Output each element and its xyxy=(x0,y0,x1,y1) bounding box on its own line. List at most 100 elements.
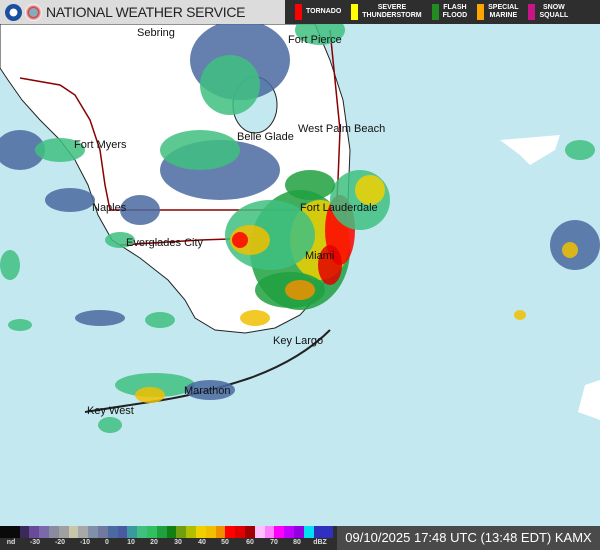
city-label: Marathon xyxy=(184,385,231,397)
radar-echo xyxy=(562,242,578,258)
city-label: Sebring xyxy=(137,27,175,39)
page-title: NATIONAL WEATHER SERVICE xyxy=(46,4,246,20)
warning-swatch xyxy=(477,4,485,20)
reflectivity-colorbar xyxy=(0,526,334,538)
nws-logo-icon xyxy=(25,3,42,21)
colorbar-tick: 70 xyxy=(270,539,278,546)
colorbar-tick: -30 xyxy=(29,539,41,546)
colorbar-segment xyxy=(156,526,167,538)
warning-swatch xyxy=(528,4,536,20)
warning-1: SEVERE THUNDERSTORM xyxy=(341,0,422,24)
radar-echo xyxy=(285,280,315,300)
colorbar-tick: -10 xyxy=(79,539,91,546)
city-label: Naples xyxy=(92,202,127,214)
colorbar-tick: 60 xyxy=(246,539,254,546)
colorbar-segment xyxy=(235,526,245,538)
colorbar-segment xyxy=(137,526,147,538)
colorbar-segment xyxy=(127,526,138,538)
noaa-logo-icon xyxy=(5,3,22,21)
colorbar-tick: 80 xyxy=(293,539,301,546)
radar-echoes xyxy=(0,15,600,433)
warning-legend: TORNADO SEVERE THUNDERSTORM FLASH FLOOD SPE… xyxy=(285,0,600,24)
city-label: West Palm Beach xyxy=(298,123,386,135)
header: NATIONAL WEATHER SERVICE TORNADO SEVERE T… xyxy=(0,0,600,24)
warning-2: FLASH FLOOD xyxy=(422,0,468,24)
radar-echo xyxy=(355,175,385,205)
radar-echo xyxy=(160,130,240,170)
warning-4: SNOW SQUALL xyxy=(518,0,568,24)
colorbar-segment xyxy=(146,526,157,538)
colorbar-segment xyxy=(88,526,98,538)
radar-echo xyxy=(105,232,135,248)
radar-echo xyxy=(98,417,122,433)
warning-label: FLASH FLOOD xyxy=(442,4,468,19)
radar-echo xyxy=(8,319,32,331)
radar-echo xyxy=(115,373,195,397)
colorbar-segment xyxy=(58,526,69,538)
warning-0: TORNADO xyxy=(285,0,341,24)
colorbar-segment xyxy=(244,526,255,538)
colorbar-segment xyxy=(48,526,59,538)
radar-echo xyxy=(514,310,526,320)
colorbar-segment xyxy=(78,526,89,538)
colorbar-tick: 50 xyxy=(221,539,229,546)
colorbar-segment xyxy=(323,526,334,538)
city-label: Fort Pierce xyxy=(288,34,342,46)
colorbar-segment xyxy=(68,526,79,538)
city-label: Miami xyxy=(305,250,335,262)
bahamas-andros xyxy=(500,135,560,165)
radar-echo xyxy=(200,55,260,115)
timestamp-station: 09/10/2025 17:48 UTC (13:48 EDT) KAMX xyxy=(337,526,600,550)
radar-echo xyxy=(35,138,85,162)
radar-echo xyxy=(120,195,160,225)
colorbar-segment xyxy=(254,526,265,538)
colorbar-tick: 20 xyxy=(150,539,158,546)
colorbar-tick: nd xyxy=(6,539,16,546)
colorbar-tick: 0 xyxy=(105,539,109,546)
colorbar-segment xyxy=(9,526,20,538)
colorbar-segment xyxy=(97,526,108,538)
colorbar-segment xyxy=(176,526,187,538)
colorbar-segment xyxy=(19,526,30,538)
colorbar-tick: dBZ xyxy=(313,539,327,546)
warning-label: SNOW SQUALL xyxy=(539,4,569,19)
colorbar-segment xyxy=(264,526,275,538)
colorbar-segment xyxy=(215,526,226,538)
colorbar-segment xyxy=(284,526,294,538)
radar-echo xyxy=(565,140,595,160)
colorbar-segment xyxy=(107,526,118,538)
colorbar-tick: -20 xyxy=(54,539,66,546)
colorbar-segment xyxy=(293,526,304,538)
warning-3: SPECIAL MARINE xyxy=(467,0,518,24)
colorbar-segment xyxy=(186,526,196,538)
colorbar-tick: 10 xyxy=(127,539,135,546)
warning-label: SEVERE THUNDERSTORM xyxy=(362,4,422,19)
warning-swatch xyxy=(431,4,439,20)
warning-swatch xyxy=(351,4,359,20)
colorbar-segment xyxy=(195,526,206,538)
city-label: Everglades City xyxy=(126,237,204,249)
radar-echo xyxy=(240,310,270,326)
colorbar-tick: 30 xyxy=(174,539,182,546)
radar-echo xyxy=(135,387,165,403)
city-label: Key West xyxy=(87,405,134,417)
colorbar-segment xyxy=(39,526,49,538)
radar-echo xyxy=(285,170,335,200)
city-label: Key Largo xyxy=(273,335,324,347)
warning-swatch xyxy=(295,4,302,20)
warning-label: SPECIAL MARINE xyxy=(488,4,519,19)
city-label: Fort Myers xyxy=(74,139,127,151)
colorbar-segment xyxy=(117,526,128,538)
radar-echo xyxy=(45,188,95,212)
colorbar-segment xyxy=(29,526,40,538)
nws-branding: NATIONAL WEATHER SERVICE xyxy=(0,0,285,24)
city-label: Fort Lauderdale xyxy=(300,202,378,214)
radar-echo xyxy=(185,380,235,400)
colorbar-tick: 40 xyxy=(198,539,206,546)
bahamas-south xyxy=(578,380,600,420)
colorbar-segment xyxy=(166,526,177,538)
colorbar-segment xyxy=(225,526,236,538)
radar-echo xyxy=(75,310,125,326)
